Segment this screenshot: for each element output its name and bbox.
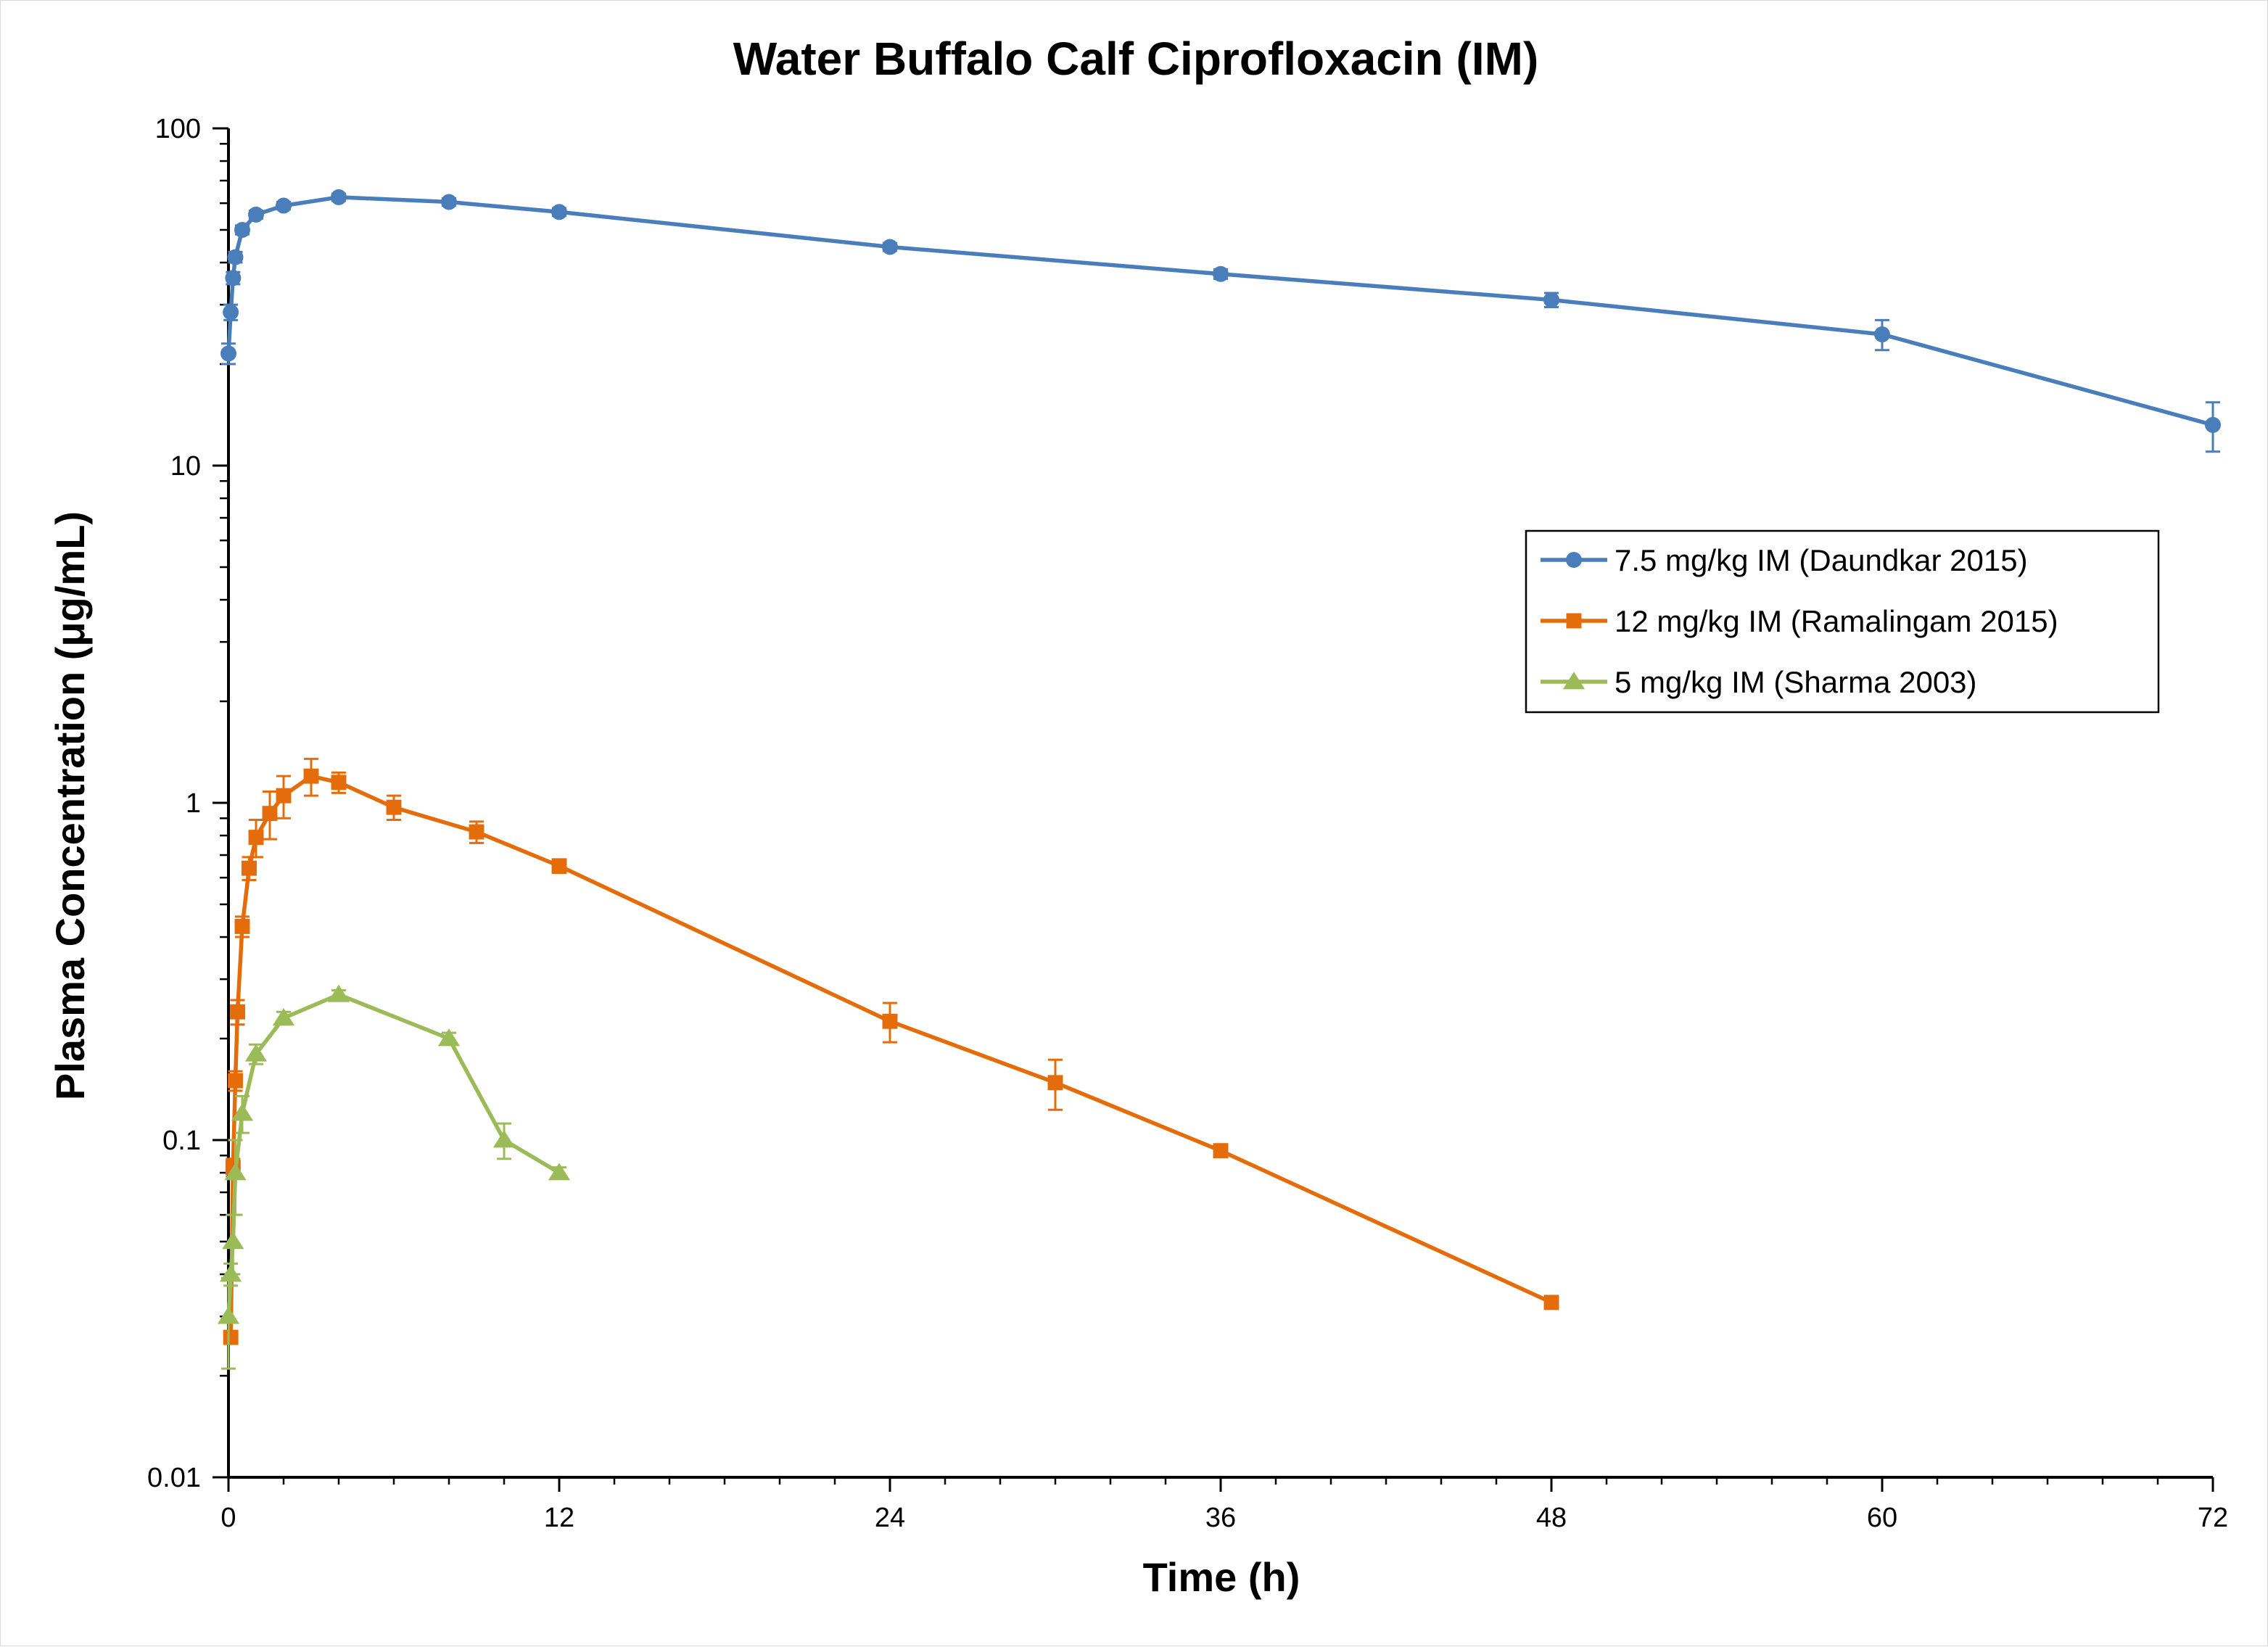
data-point bbox=[225, 270, 242, 286]
data-point bbox=[248, 830, 264, 846]
data-point bbox=[276, 788, 292, 804]
legend-marker bbox=[1566, 552, 1582, 568]
data-point bbox=[220, 345, 236, 362]
data-point bbox=[331, 189, 347, 205]
y-tick-label: 100 bbox=[155, 114, 201, 144]
series-line bbox=[228, 774, 1553, 1338]
data-point bbox=[1213, 1143, 1229, 1159]
y-tick-label: 0.1 bbox=[162, 1126, 201, 1156]
data-point bbox=[386, 799, 402, 815]
y-tick-label: 10 bbox=[170, 451, 201, 482]
y-tick-label: 0.01 bbox=[147, 1463, 201, 1493]
x-tick-label: 48 bbox=[1536, 1503, 1567, 1533]
data-point bbox=[224, 1163, 247, 1181]
data-point bbox=[548, 1163, 571, 1181]
data-point bbox=[262, 806, 278, 822]
x-tick-label: 72 bbox=[2198, 1503, 2228, 1533]
legend-marker bbox=[1562, 672, 1585, 690]
data-point bbox=[1874, 326, 1890, 343]
data-point bbox=[2205, 416, 2221, 433]
legend-item: 12 mg/kg IM (Ramalingam 2015) bbox=[1541, 604, 2058, 638]
data-point bbox=[231, 1103, 254, 1121]
data-point bbox=[331, 775, 347, 791]
data-point bbox=[1543, 1295, 1559, 1310]
data-point bbox=[234, 221, 250, 238]
data-point bbox=[551, 204, 567, 220]
data-point bbox=[1543, 292, 1559, 308]
x-tick-label: 36 bbox=[1205, 1503, 1236, 1533]
legend-box bbox=[1525, 529, 2160, 714]
data-point bbox=[234, 918, 250, 934]
legend-item: 7.5 mg/kg IM (Daundkar 2015) bbox=[1541, 543, 2028, 577]
data-point bbox=[1213, 265, 1229, 282]
data-point bbox=[1047, 1075, 1063, 1091]
legend-label: 5 mg/kg IM (Sharma 2003) bbox=[1615, 665, 1977, 699]
data-point bbox=[272, 1008, 295, 1026]
data-point bbox=[551, 858, 567, 874]
series-3 bbox=[217, 984, 571, 1370]
data-point bbox=[242, 860, 257, 876]
legend-label: 7.5 mg/kg IM (Daundkar 2015) bbox=[1615, 543, 2028, 577]
data-point bbox=[469, 824, 484, 840]
data-point bbox=[220, 1264, 242, 1282]
data-point bbox=[227, 249, 244, 265]
y-axis-title: Plasma Concentration (μg/mL) bbox=[47, 511, 93, 1100]
data-point bbox=[230, 1004, 245, 1020]
x-tick-label: 12 bbox=[544, 1503, 574, 1533]
data-point bbox=[276, 197, 292, 214]
data-point bbox=[303, 768, 319, 784]
legend: 7.5 mg/kg IM (Daundkar 2015) 12 mg/kg IM … bbox=[1525, 529, 2160, 714]
data-point bbox=[441, 194, 457, 210]
series-line bbox=[226, 992, 561, 1317]
chart-title: Water Buffalo Calf Ciprofloxacin (IM) bbox=[733, 33, 1539, 85]
series-2 bbox=[223, 757, 1559, 1345]
x-axis-title: Time (h) bbox=[1143, 1554, 1300, 1600]
x-tick-label: 0 bbox=[220, 1503, 236, 1533]
legend-label: 12 mg/kg IM (Ramalingam 2015) bbox=[1615, 604, 2058, 638]
data-point bbox=[222, 1231, 244, 1250]
legend-marker bbox=[1566, 613, 1582, 629]
data-point bbox=[223, 1329, 239, 1345]
data-point bbox=[223, 304, 239, 321]
axes: 0.01 0.1 1 10 100 0 12 24 36 48 60 72 bbox=[147, 114, 2228, 1533]
data-point bbox=[437, 1028, 461, 1047]
data-point bbox=[228, 1073, 243, 1089]
data-point bbox=[882, 239, 898, 255]
x-tick-label: 24 bbox=[875, 1503, 905, 1533]
data-point bbox=[244, 1044, 268, 1062]
data-point bbox=[882, 1013, 898, 1029]
data-point bbox=[217, 1306, 240, 1324]
legend-item: 5 mg/kg IM (Sharma 2003) bbox=[1541, 665, 1977, 699]
x-tick-label: 60 bbox=[1867, 1503, 1897, 1533]
series-1 bbox=[220, 189, 2221, 453]
data-point bbox=[248, 206, 264, 223]
data-point bbox=[327, 984, 350, 1002]
y-tick-label: 1 bbox=[186, 788, 201, 819]
series-line bbox=[226, 195, 2214, 427]
series-layer bbox=[217, 189, 2221, 1370]
data-point bbox=[492, 1130, 516, 1148]
